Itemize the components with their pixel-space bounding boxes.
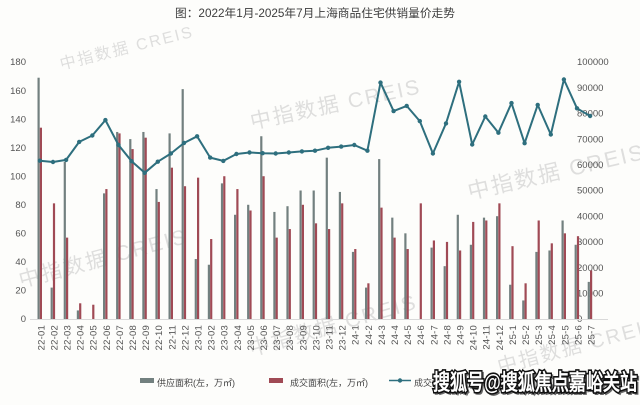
svg-text:22-10: 22-10 [154, 325, 165, 350]
svg-text:24-10: 24-10 [469, 325, 480, 350]
svg-text:23-10: 23-10 [311, 325, 322, 350]
svg-text:160: 160 [10, 86, 26, 97]
svg-text:22-07: 22-07 [115, 325, 126, 350]
svg-text:22-01: 22-01 [36, 325, 47, 350]
svg-text:25-3: 25-3 [534, 325, 545, 345]
svg-text:中指数据 CREIS: 中指数据 CREIS [58, 23, 196, 74]
svg-text:24-12: 24-12 [495, 325, 506, 350]
svg-text:22-09: 22-09 [141, 325, 152, 350]
svg-text:23-03: 23-03 [220, 325, 231, 350]
svg-text:23-11: 23-11 [325, 325, 336, 350]
svg-text:22-08: 22-08 [128, 325, 139, 350]
svg-text:23-07: 23-07 [272, 325, 283, 350]
svg-text:30000: 30000 [577, 237, 603, 248]
svg-text:23-05: 23-05 [246, 325, 257, 350]
svg-text:24-4: 24-4 [390, 325, 401, 345]
svg-text:24-1: 24-1 [351, 325, 362, 345]
svg-text:0: 0 [21, 314, 26, 325]
svg-text:25-2: 25-2 [521, 325, 532, 345]
svg-text:22-03: 22-03 [63, 325, 74, 350]
svg-text:供应面积(左，万㎡): 供应面积(左，万㎡) [157, 377, 235, 388]
svg-text:180: 180 [10, 57, 26, 68]
svg-text:40000: 40000 [577, 211, 603, 222]
svg-text:搜狐号@搜狐焦点嘉峪关站: 搜狐号@搜狐焦点嘉峪关站 [433, 370, 637, 395]
svg-text:50000: 50000 [577, 186, 603, 197]
svg-text:23-01: 23-01 [194, 325, 205, 350]
svg-text:成交面积(左，万㎡): 成交面积(左，万㎡) [290, 377, 368, 388]
svg-text:23-06: 23-06 [259, 325, 270, 350]
svg-text:70000: 70000 [577, 134, 603, 145]
svg-text:中指数据 CREIS: 中指数据 CREIS [248, 75, 423, 134]
svg-text:22-11: 22-11 [167, 325, 178, 350]
svg-text:22-02: 22-02 [49, 325, 60, 350]
svg-text:80: 80 [15, 200, 26, 211]
svg-text:24-7: 24-7 [429, 325, 440, 345]
svg-text:90000: 90000 [577, 83, 603, 94]
svg-text:23-02: 23-02 [207, 325, 218, 350]
svg-text:图：2022年1月-2025年7月上海商品住宅供销量价走势: 图：2022年1月-2025年7月上海商品住宅供销量价走势 [175, 6, 455, 20]
svg-text:24-3: 24-3 [377, 325, 388, 345]
svg-text:24-6: 24-6 [416, 325, 427, 345]
svg-text:22-12: 22-12 [180, 325, 191, 350]
svg-text:中指数据 CREIS: 中指数据 CREIS [465, 139, 640, 204]
svg-text:24-9: 24-9 [456, 325, 467, 345]
svg-text:140: 140 [10, 114, 26, 125]
svg-text:22-06: 22-06 [102, 325, 113, 350]
svg-text:24-2: 24-2 [364, 325, 375, 345]
svg-text:成交均价(右，元/㎡): 成交均价(右，元/㎡) [414, 377, 495, 388]
svg-text:24-8: 24-8 [442, 325, 453, 345]
svg-text:25-1: 25-1 [508, 325, 519, 345]
svg-text:100000: 100000 [577, 57, 609, 68]
svg-text:25-5: 25-5 [560, 325, 571, 345]
svg-text:23-08: 23-08 [285, 325, 296, 350]
svg-text:22-05: 22-05 [89, 325, 100, 350]
svg-text:100: 100 [10, 171, 26, 182]
svg-text:23-09: 23-09 [298, 325, 309, 350]
svg-text:25-7: 25-7 [587, 325, 598, 345]
svg-text:60: 60 [15, 229, 26, 240]
svg-text:120: 120 [10, 143, 26, 154]
svg-text:25-4: 25-4 [547, 325, 558, 345]
svg-text:60000: 60000 [577, 160, 603, 171]
svg-text:24-11: 24-11 [482, 325, 493, 350]
svg-text:20: 20 [15, 286, 26, 297]
svg-text:23-04: 23-04 [233, 325, 244, 350]
svg-text:40: 40 [15, 257, 26, 268]
svg-text:23-12: 23-12 [338, 325, 349, 350]
svg-text:搜狐号@搜狐焦点嘉峪关站: 搜狐号@搜狐焦点嘉峪关站 [435, 372, 639, 397]
svg-text:20000: 20000 [577, 263, 603, 274]
svg-text:25-6: 25-6 [573, 325, 584, 345]
svg-text:22-04: 22-04 [76, 325, 87, 350]
svg-text:24-5: 24-5 [403, 325, 414, 345]
